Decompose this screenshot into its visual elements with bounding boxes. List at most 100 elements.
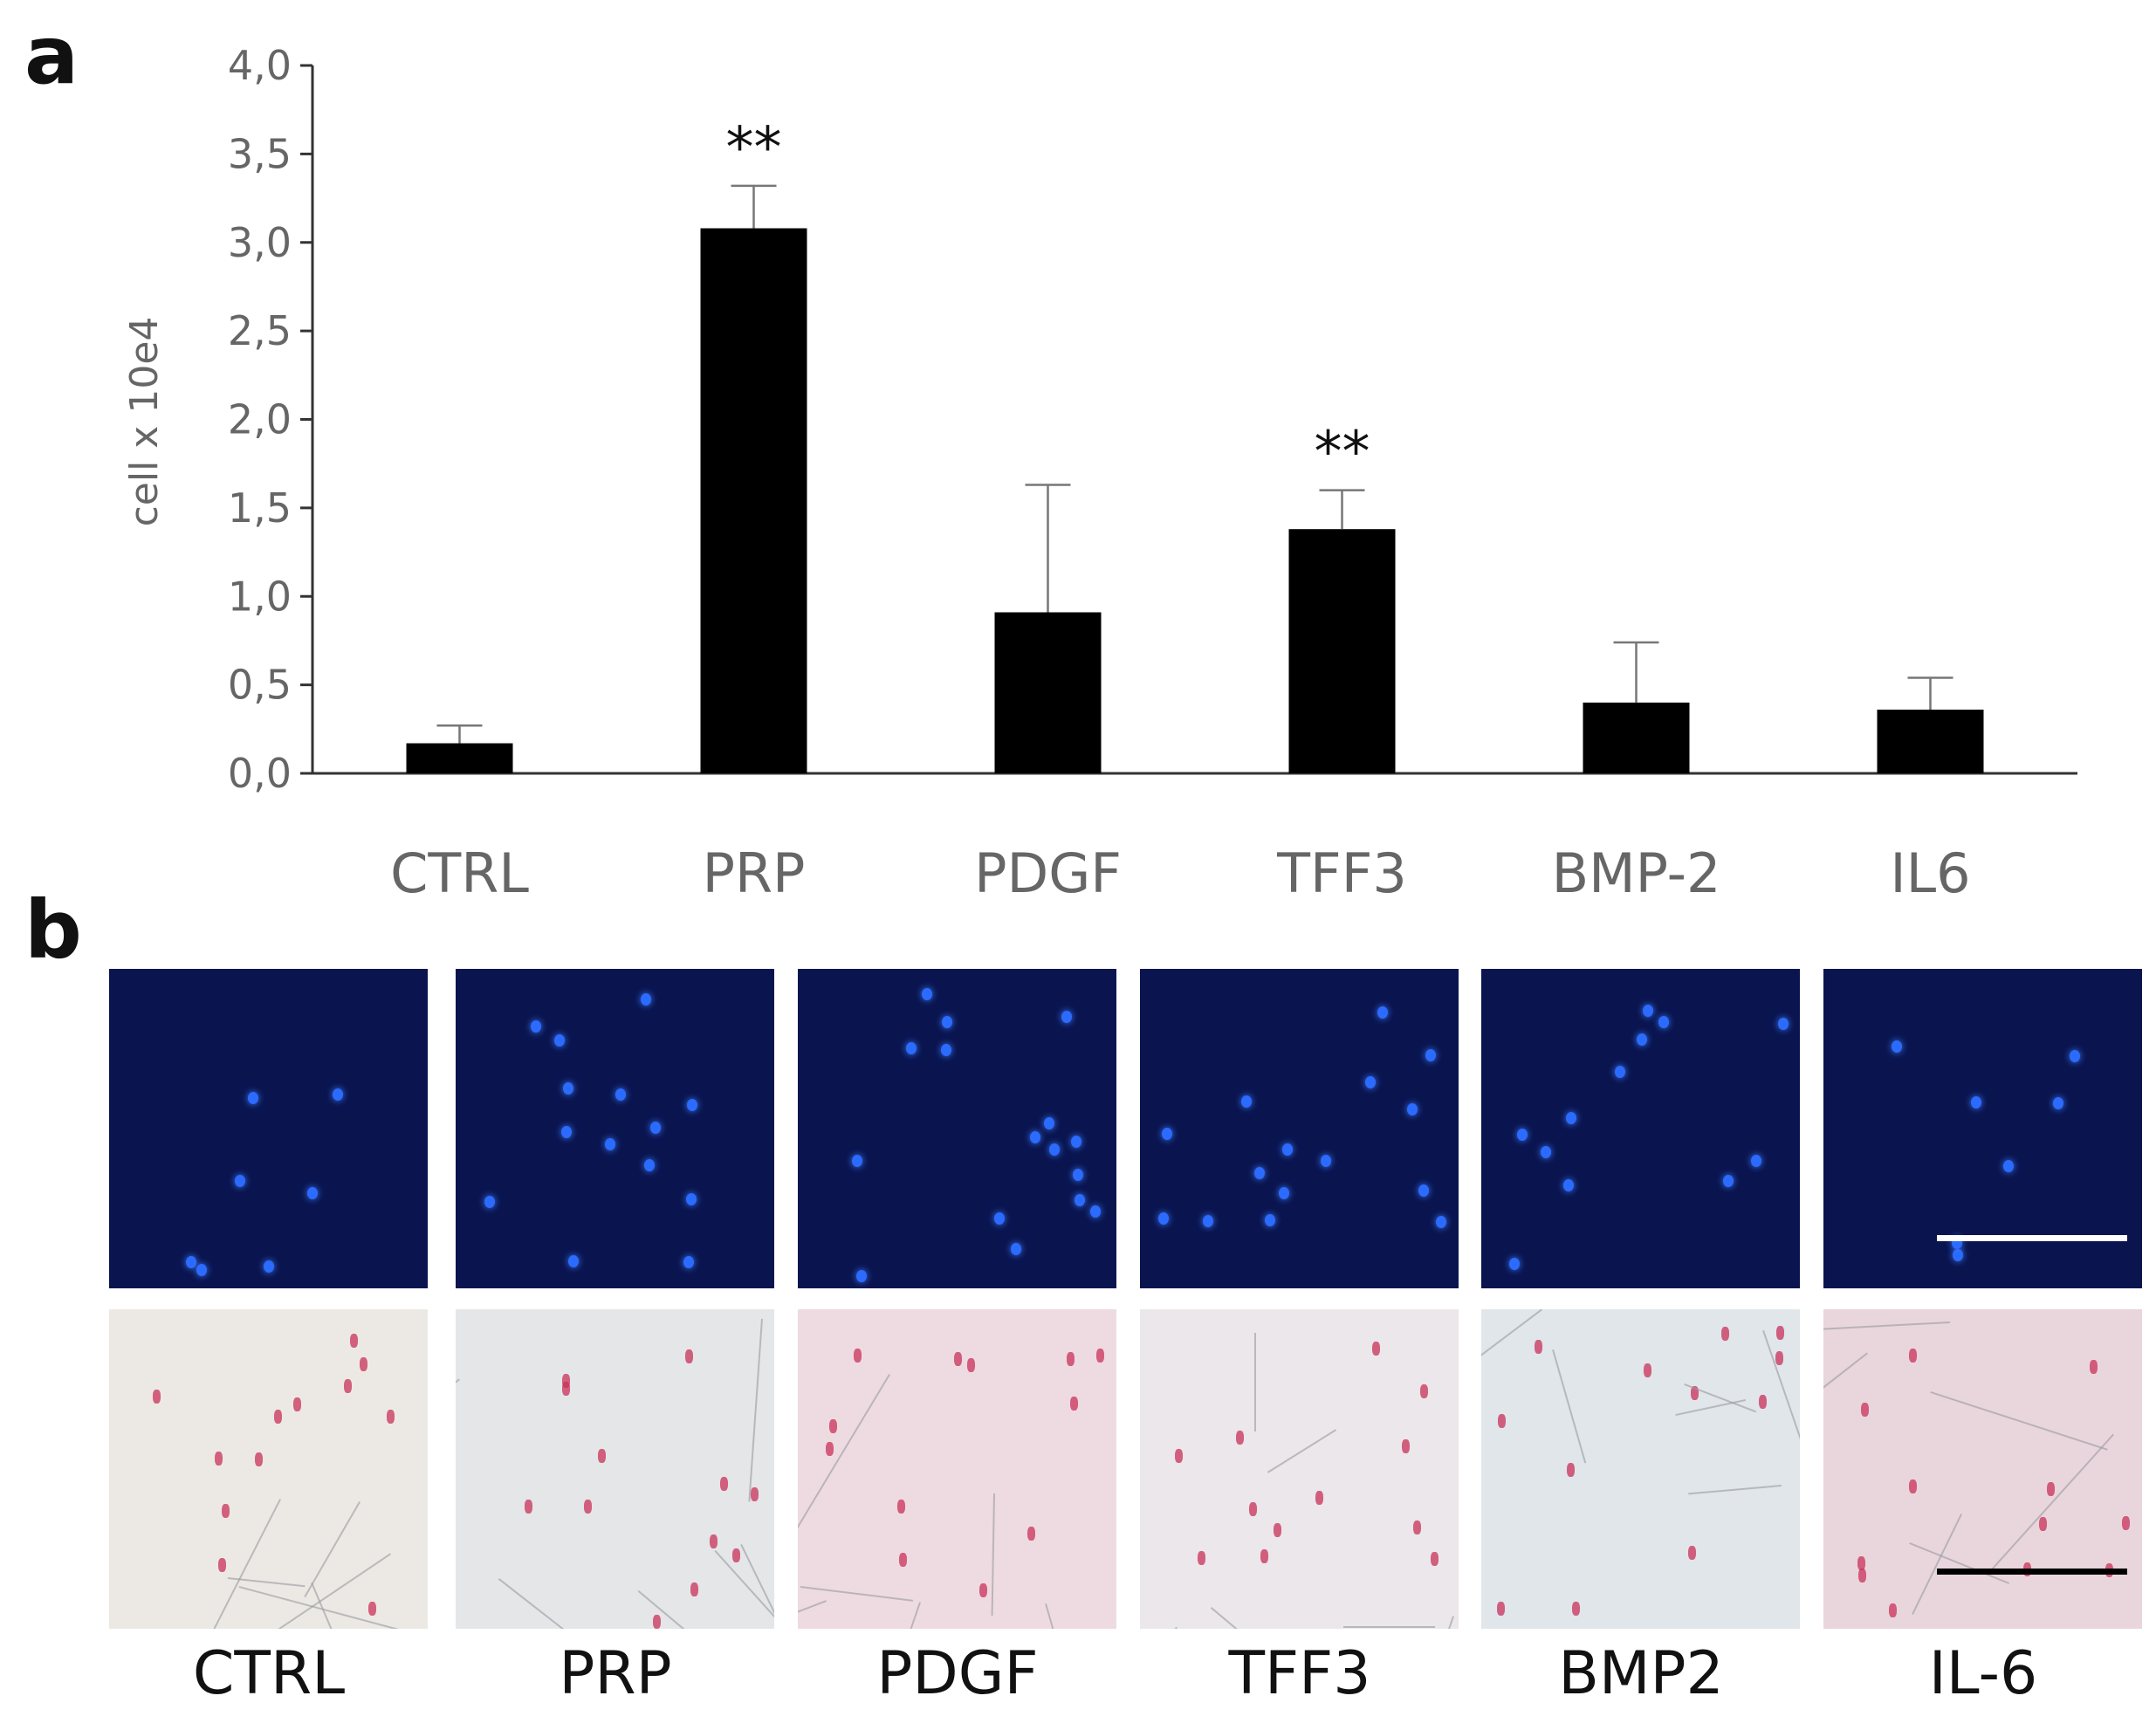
stained-cell xyxy=(152,1389,161,1404)
nucleus-dot xyxy=(641,992,652,1006)
micrograph-label: PRP xyxy=(559,1639,672,1708)
nucleus-dot xyxy=(1090,1205,1102,1218)
stained-cell xyxy=(1775,1350,1784,1365)
nucleus-dot xyxy=(1070,1136,1081,1149)
nucleus-dot xyxy=(1970,1095,1981,1109)
nucleus-dot xyxy=(993,1212,1005,1225)
fiber-strand xyxy=(1823,1352,1868,1412)
y-tick-label: 4,0 xyxy=(228,42,292,89)
x-tick-label: PDGF xyxy=(974,841,1122,905)
nucleus-dot xyxy=(686,1099,697,1112)
nucleus-dot xyxy=(1418,1184,1429,1198)
stained-cell xyxy=(2039,1517,2048,1531)
y-tick-label: 1,5 xyxy=(228,484,292,532)
x-tick-label: CTRL xyxy=(390,841,529,905)
micrograph-label: BMP2 xyxy=(1558,1639,1724,1708)
fiber-strand xyxy=(1045,1603,1085,1629)
bar-prp xyxy=(700,228,807,773)
nucleus-dot xyxy=(615,1088,627,1102)
stained-cell xyxy=(1567,1463,1576,1478)
nucleus-dot xyxy=(2069,1049,2080,1062)
nucleus-dot xyxy=(1253,1166,1265,1179)
nucleus-dot xyxy=(1278,1187,1289,1200)
chart-bars xyxy=(406,228,1984,773)
nucleus-dot xyxy=(1516,1128,1528,1141)
stained-cell xyxy=(273,1410,282,1425)
stained-cell xyxy=(979,1582,988,1597)
nucleus-dot xyxy=(1508,1257,1520,1270)
nucleus-dot xyxy=(604,1138,615,1151)
stained-cell xyxy=(1690,1386,1699,1400)
fiber-strand xyxy=(1930,1391,2107,1452)
nucleus-dot xyxy=(530,1019,541,1033)
chart-axes xyxy=(300,64,2077,775)
nucleus-dot xyxy=(1061,1011,1072,1024)
stained-cell xyxy=(292,1397,301,1412)
nucleus-dot xyxy=(568,1255,580,1268)
fiber-strand xyxy=(1823,1322,1951,1332)
panel-label-b: b xyxy=(24,883,82,977)
fiber-strand xyxy=(991,1493,995,1616)
y-tick-label: 1,0 xyxy=(228,573,292,620)
nucleus-dot xyxy=(1044,1116,1054,1129)
nucleus-dot xyxy=(1751,1155,1762,1168)
stained-cell xyxy=(899,1553,908,1568)
nucleus-dot xyxy=(2002,1160,2014,1173)
stained-image xyxy=(1481,1309,1800,1629)
stained-cell xyxy=(524,1500,532,1514)
fluorescence-image xyxy=(798,969,1116,1288)
stained-cell xyxy=(690,1582,698,1597)
x-tick-labels: CTRL PRP PDGF TFF3 BMP-2 IL6 xyxy=(390,841,1971,905)
stained-cell xyxy=(1889,1603,1898,1618)
stained-cell xyxy=(368,1602,377,1617)
scale-bar-top xyxy=(1937,1235,2127,1241)
stained-cell xyxy=(1431,1551,1439,1566)
fiber-strand xyxy=(800,1585,914,1602)
nucleus-dot xyxy=(1642,1005,1653,1018)
fiber-strand xyxy=(798,1599,827,1629)
nucleus-dot xyxy=(1202,1215,1213,1228)
micrograph-label: PDGF xyxy=(876,1639,1039,1708)
nucleus-dot xyxy=(1562,1178,1574,1191)
fluorescence-image xyxy=(456,969,774,1288)
nucleus-dot xyxy=(941,1016,952,1029)
nucleus-dot xyxy=(1565,1111,1576,1124)
stained-cell xyxy=(826,1442,834,1457)
nucleus-dot xyxy=(333,1088,344,1101)
nucleus-dot xyxy=(185,1255,196,1268)
nucleus-dot xyxy=(922,987,933,1000)
nucleus-dot xyxy=(1406,1103,1418,1116)
y-tick-label: 0,5 xyxy=(228,662,292,709)
stained-cell xyxy=(597,1448,606,1463)
stained-cell xyxy=(1069,1396,1078,1411)
stained-cell xyxy=(360,1356,368,1371)
stained-image xyxy=(1823,1309,2142,1629)
stained-cell xyxy=(2090,1359,2098,1374)
significance-marker: ** xyxy=(726,116,782,181)
stained-cell xyxy=(1095,1348,1104,1363)
stained-cell xyxy=(2046,1481,2055,1496)
stained-cell xyxy=(1775,1326,1784,1341)
y-axis-label: cell x 10e4 xyxy=(122,317,167,527)
stained-cell xyxy=(1687,1545,1696,1560)
micrograph-label: TFF3 xyxy=(1228,1639,1371,1708)
bar-il6 xyxy=(1877,710,1984,773)
stained-cell xyxy=(1274,1522,1282,1537)
stained-cell xyxy=(214,1452,223,1466)
stained-cell xyxy=(561,1373,570,1388)
nucleus-dot xyxy=(1240,1095,1252,1108)
stained-cell xyxy=(1858,1569,1867,1583)
nucleus-dot xyxy=(1030,1131,1041,1144)
y-tick-label: 0,0 xyxy=(228,750,292,797)
nucleus-dot xyxy=(1435,1216,1446,1229)
stained-cell xyxy=(1497,1602,1506,1617)
nucleus-dot xyxy=(1425,1048,1436,1061)
stained-cell xyxy=(1535,1339,1543,1354)
chart-annotations: ** ** xyxy=(726,116,1370,485)
nucleus-dot xyxy=(1377,1006,1388,1019)
nucleus-dot xyxy=(1777,1017,1789,1030)
fiber-strand xyxy=(1908,1542,2009,1584)
nucleus-dot xyxy=(1011,1242,1022,1255)
nucleus-dot xyxy=(650,1122,662,1135)
stained-cell xyxy=(1412,1520,1421,1534)
